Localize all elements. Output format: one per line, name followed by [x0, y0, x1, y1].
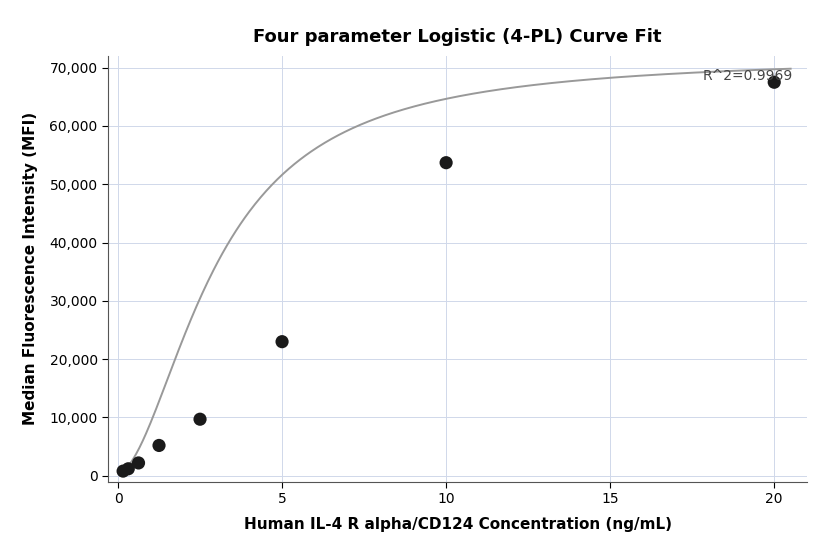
Title: Four parameter Logistic (4-PL) Curve Fit: Four parameter Logistic (4-PL) Curve Fit: [254, 28, 661, 46]
Point: [768, 78, 781, 87]
Point: [275, 337, 289, 346]
Y-axis label: Median Fluorescence Intensity (MFI): Median Fluorescence Intensity (MFI): [23, 112, 38, 426]
Point: [152, 441, 166, 450]
Text: R^2=0.9969: R^2=0.9969: [703, 69, 793, 83]
Point: [121, 464, 135, 473]
X-axis label: Human IL-4 R alpha/CD124 Concentration (ng/mL): Human IL-4 R alpha/CD124 Concentration (…: [244, 517, 671, 532]
Point: [131, 459, 145, 468]
Point: [193, 415, 206, 424]
Point: [116, 466, 130, 475]
Point: [439, 158, 453, 167]
